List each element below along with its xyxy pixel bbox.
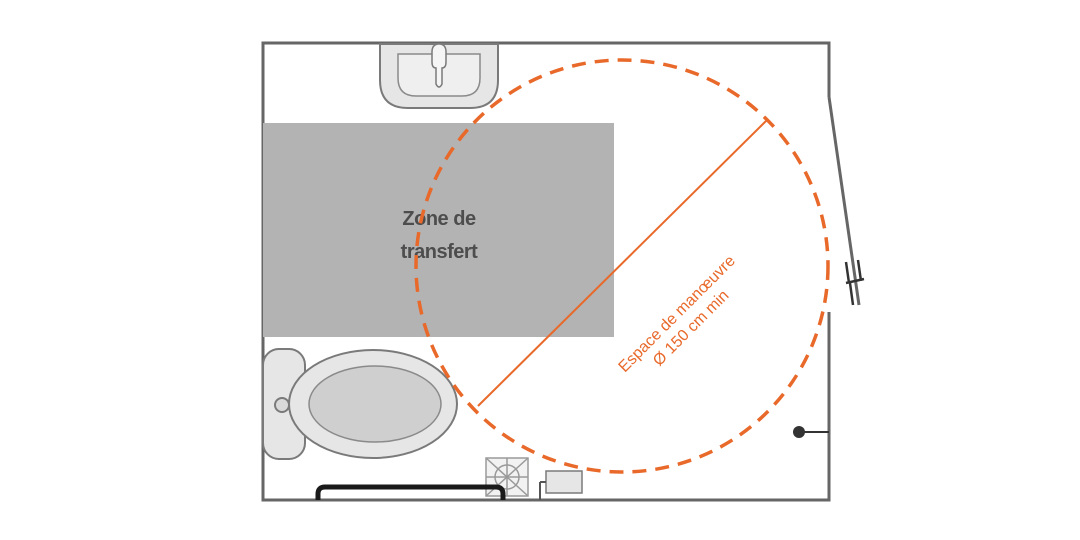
grab-bar	[315, 484, 506, 500]
toilet-seat-opening	[308, 365, 442, 443]
paper-holder-icon	[539, 470, 583, 500]
door	[827, 96, 865, 306]
faucet-icon	[431, 43, 447, 88]
maneuver-space-diameter	[477, 120, 767, 407]
floor-drain-icon	[485, 457, 529, 497]
door-handle	[844, 259, 865, 306]
wall-hook-icon	[793, 426, 829, 438]
maneuver-space-circle	[414, 58, 830, 474]
flush-button-icon	[274, 397, 290, 413]
sink	[379, 43, 499, 109]
door-leaf	[827, 96, 861, 306]
transfer-zone-label-line2: transfert	[401, 241, 478, 263]
maneuver-space-label: Espace de manœuvre	[615, 252, 738, 375]
transfer-zone-label: Zone de	[402, 208, 476, 230]
maneuver-space-label-group: Espace de manœuvre Ø 150 cm min	[615, 252, 738, 375]
transfer-zone	[263, 123, 614, 337]
toilet	[262, 348, 458, 460]
